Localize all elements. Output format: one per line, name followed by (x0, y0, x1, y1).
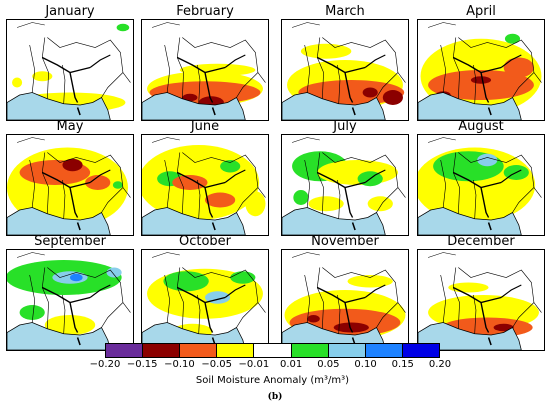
map-panel-12: December (417, 234, 545, 352)
map-panel-2: February (141, 4, 269, 122)
colorbar-segment (291, 344, 329, 357)
colorbar-tick-label: 0.05 (317, 359, 340, 370)
colorbar-segment (143, 344, 181, 357)
soil-moisture-map (417, 19, 545, 121)
map-panel-11: November (281, 234, 409, 352)
map-panel-10: October (141, 234, 269, 352)
soil-moisture-map (281, 19, 409, 121)
soil-moisture-map (141, 19, 269, 121)
panel-title: February (176, 4, 234, 19)
panel-title: July (333, 119, 357, 134)
map-panel-1: January (6, 4, 134, 122)
panel-title: November (311, 234, 379, 249)
soil-moisture-map (417, 249, 545, 351)
colorbar-segment (402, 344, 439, 357)
soil-moisture-map (6, 19, 134, 121)
map-panel-7: July (281, 119, 409, 237)
colorbar-segment (106, 344, 144, 357)
soil-moisture-map (141, 134, 269, 236)
panel-title: May (56, 119, 84, 134)
panel-title: December (447, 234, 515, 249)
panel-title: October (178, 234, 232, 249)
map-panel-5: May (6, 119, 134, 237)
soil-moisture-map (281, 134, 409, 236)
colorbar-tick-label: 0.15 (391, 359, 414, 370)
panel-title: January (45, 4, 95, 19)
soil-moisture-map (6, 134, 134, 236)
colorbar-tick-label: −0.20 (89, 359, 121, 370)
soil-moisture-map (417, 134, 545, 236)
map-panel-3: March (281, 4, 409, 122)
map-panel-8: August (417, 119, 545, 237)
colorbar-tick-label: 0.10 (354, 359, 377, 370)
colorbar-segment (254, 344, 292, 357)
colorbar-tick-label: −0.05 (201, 359, 232, 370)
figure-label: (b) (267, 392, 283, 402)
colorbar-label: Soil Moisture Anomaly (m³/m³) (195, 375, 350, 386)
colorbar (105, 343, 440, 358)
panel-title: August (458, 119, 504, 134)
soil-moisture-map (6, 249, 134, 351)
colorbar-tick-label: −0.01 (238, 359, 270, 370)
colorbar-tick-label: 0.20 (428, 359, 452, 370)
panel-title: April (466, 4, 496, 19)
colorbar-segment (217, 344, 255, 357)
colorbar-segment (365, 344, 403, 357)
panel-title: March (325, 4, 365, 19)
colorbar-segment (180, 344, 218, 357)
soil-moisture-map (141, 249, 269, 351)
colorbar-ticks: −0.20 −0.15 −0.10 −0.05 −0.01 0.01 0.05 0.10 0.1… (90, 359, 451, 373)
colorbar-tick-label: −0.15 (126, 359, 158, 370)
map-panel-9: September (6, 234, 134, 352)
soil-moisture-map (281, 249, 409, 351)
colorbar-tick-label: 0.01 (279, 359, 303, 370)
panel-title: June (190, 119, 220, 134)
map-panel-6: June (141, 119, 269, 237)
colorbar-tick-label: −0.10 (164, 359, 195, 370)
colorbar-segment (328, 344, 366, 357)
panel-title: September (34, 234, 106, 249)
map-panel-4: April (417, 4, 545, 122)
